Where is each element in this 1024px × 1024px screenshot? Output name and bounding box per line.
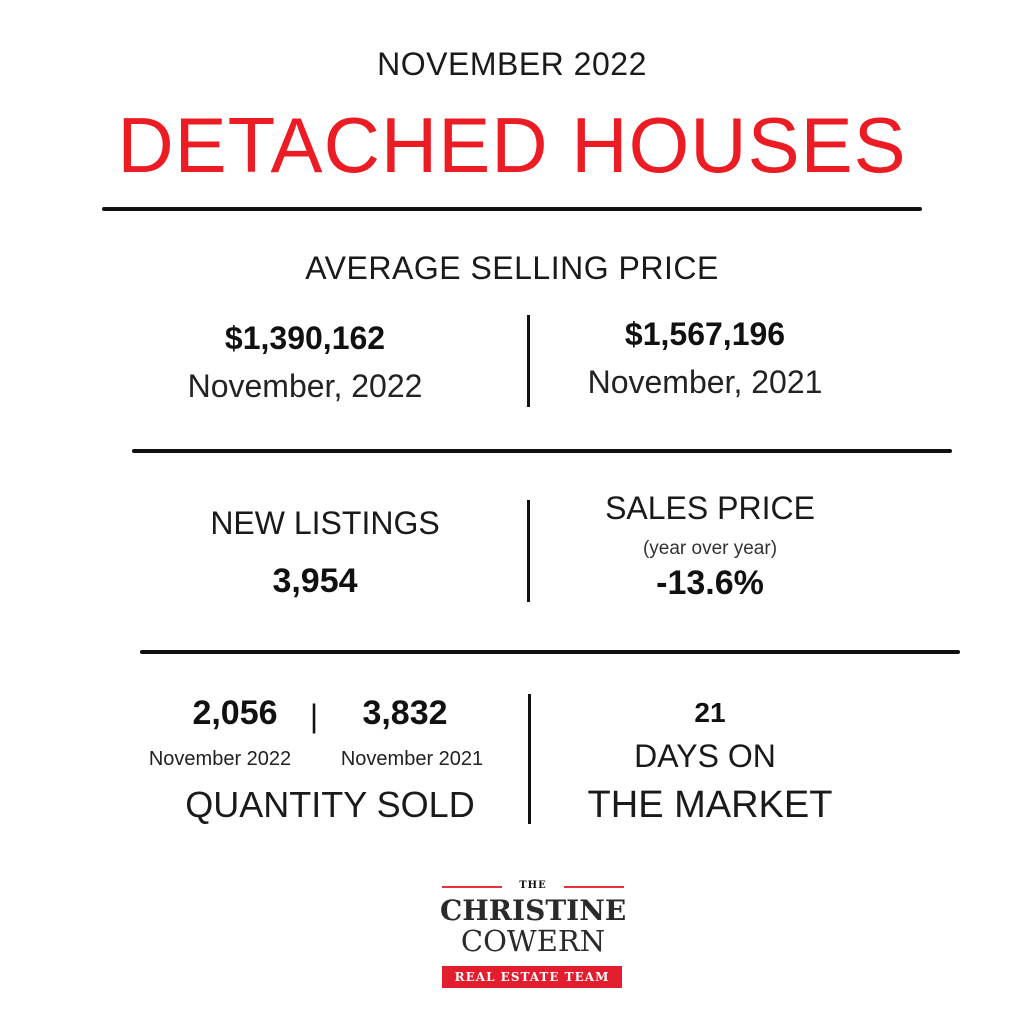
sales-price-title: SALES PRICE (605, 490, 815, 526)
sales-price-subtitle: (year over year) (642, 538, 778, 559)
quantity-sold-title: QUANTITY SOLD (185, 784, 475, 825)
brand-logo: THE CHRISTINE COWERN REAL ESTATE TEAM (440, 880, 626, 990)
quantity-sold-previous-label: November 2021 (340, 748, 484, 770)
days-on-market-value: 21 (694, 697, 726, 728)
logo-rule-right (564, 886, 624, 888)
quantity-sold-previous-value: 3,832 (362, 694, 448, 732)
avg-price-current-value: $1,390,162 (224, 320, 386, 356)
avg-selling-price-title: AVERAGE SELLING PRICE (305, 250, 719, 286)
days-on-market-title-line1: DAYS ON (634, 738, 776, 774)
quantity-divider (528, 694, 531, 824)
divider-lower (140, 650, 960, 654)
divider-top (102, 207, 922, 211)
logo-band: REAL ESTATE TEAM (442, 966, 622, 988)
days-on-market-title-line2: THE MARKET (587, 784, 833, 826)
quantity-sold-separator: | (309, 698, 319, 734)
logo-line2: COWERN (460, 924, 606, 958)
report-month: NOVEMBER 2022 (377, 46, 647, 82)
divider-middle (132, 449, 952, 453)
quantity-sold-current-value: 2,056 (192, 694, 278, 732)
listings-divider (527, 500, 530, 602)
logo-line1: CHRISTINE (440, 894, 627, 927)
quantity-sold-current-label: November 2022 (148, 748, 292, 770)
page-title: DETACHED HOUSES (117, 101, 907, 189)
sales-price-value: -13.6% (656, 564, 764, 602)
new-listings-value: 3,954 (272, 562, 358, 600)
new-listings-title: NEW LISTINGS (210, 505, 440, 541)
avg-price-previous-value: $1,567,196 (624, 316, 786, 352)
logo-the: THE (519, 880, 547, 891)
logo-rule-left (442, 886, 502, 888)
avg-price-divider (527, 315, 530, 407)
avg-price-current-label: November, 2022 (187, 368, 423, 404)
avg-price-previous-label: November, 2021 (587, 364, 823, 400)
